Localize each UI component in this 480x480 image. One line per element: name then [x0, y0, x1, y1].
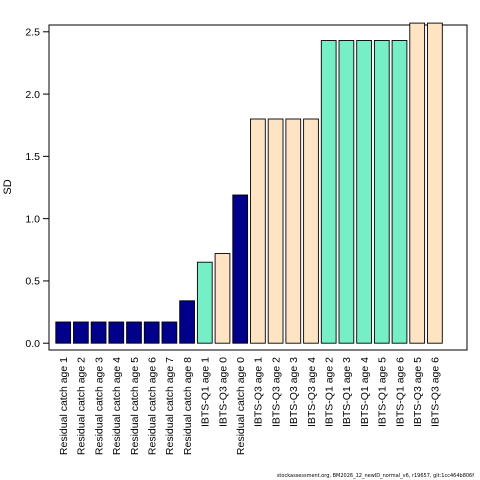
y-tick-label: 0.5	[25, 276, 40, 288]
bar-17	[338, 40, 355, 344]
bar-3	[90, 321, 107, 344]
y-tick-label: 2.0	[25, 89, 40, 101]
x-tick-label: Residual catch age 7	[164, 357, 176, 455]
bar-21	[409, 22, 426, 344]
bar-7	[161, 321, 178, 344]
bar-15	[303, 118, 319, 344]
y-axis-title: SD	[2, 179, 14, 194]
y-tick-label: 1.0	[25, 213, 40, 225]
bar-9	[196, 261, 213, 344]
x-tick-label: IBTS-Q1 age 2	[324, 357, 336, 427]
bar-20	[391, 40, 408, 344]
x-tick-label: Residual catch age 2	[76, 357, 88, 455]
x-tick-label: IBTS-Q3 age 6	[430, 357, 442, 427]
bar-2	[73, 321, 89, 344]
x-tick-label: Residual catch age 3	[93, 357, 105, 455]
bar-4	[108, 321, 125, 344]
bar-6	[143, 321, 160, 344]
x-tick-label: IBTS-Q3 age 1	[253, 357, 265, 427]
x-tick-label: IBTS-Q3 age 0	[217, 357, 229, 427]
y-tick-label: 2.5	[25, 27, 40, 39]
x-tick-label: IBTS-Q1 age 5	[377, 357, 389, 427]
bar-12	[250, 118, 266, 344]
x-tick-label: IBTS-Q1 age 6	[394, 357, 406, 427]
x-tick-label: IBTS-Q3 age 4	[306, 357, 318, 427]
x-tick-label: Residual catch age 0	[235, 357, 247, 455]
x-tick-label: IBTS-Q1 age 4	[359, 357, 371, 427]
x-axis-labels: Residual catch age 1 Residual catch age 2…	[58, 357, 442, 455]
y-tick-label: 1.5	[25, 151, 40, 163]
bar-13	[267, 118, 284, 344]
x-tick-label: IBTS-Q3 age 3	[288, 357, 300, 427]
bar-11	[232, 194, 249, 344]
bar-10	[214, 253, 231, 344]
bar-22	[427, 22, 443, 344]
x-tick-label: Residual catch age 6	[147, 357, 159, 455]
x-tick-label: Residual catch age 1	[58, 357, 70, 455]
x-tick-label: IBTS-Q1 age 1	[200, 357, 212, 427]
x-tick-label: Residual catch age 4	[111, 357, 123, 455]
bars-group	[55, 22, 443, 344]
footnote: stockassessment.org, BM2026_12_newID_nor…	[277, 473, 474, 479]
x-tick-label: Residual catch age 8	[182, 357, 194, 455]
bar-1	[55, 321, 72, 344]
bar-19	[373, 40, 390, 344]
x-tick-label: IBTS-Q3 age 5	[412, 357, 424, 427]
y-tick-label: 0.0	[25, 338, 40, 350]
y-axis: 0.0 0.5 1.0 1.5 2.0 2.5	[25, 27, 50, 350]
x-tick-label: Residual catch age 5	[129, 357, 141, 455]
bar-18	[356, 40, 372, 344]
bar-8	[179, 300, 195, 344]
x-tick-label: IBTS-Q3 age 2	[270, 357, 282, 427]
bar-16	[320, 40, 337, 344]
x-tick-label: IBTS-Q1 age 3	[341, 357, 353, 427]
bar-14	[285, 118, 302, 344]
bar-5	[126, 321, 142, 344]
